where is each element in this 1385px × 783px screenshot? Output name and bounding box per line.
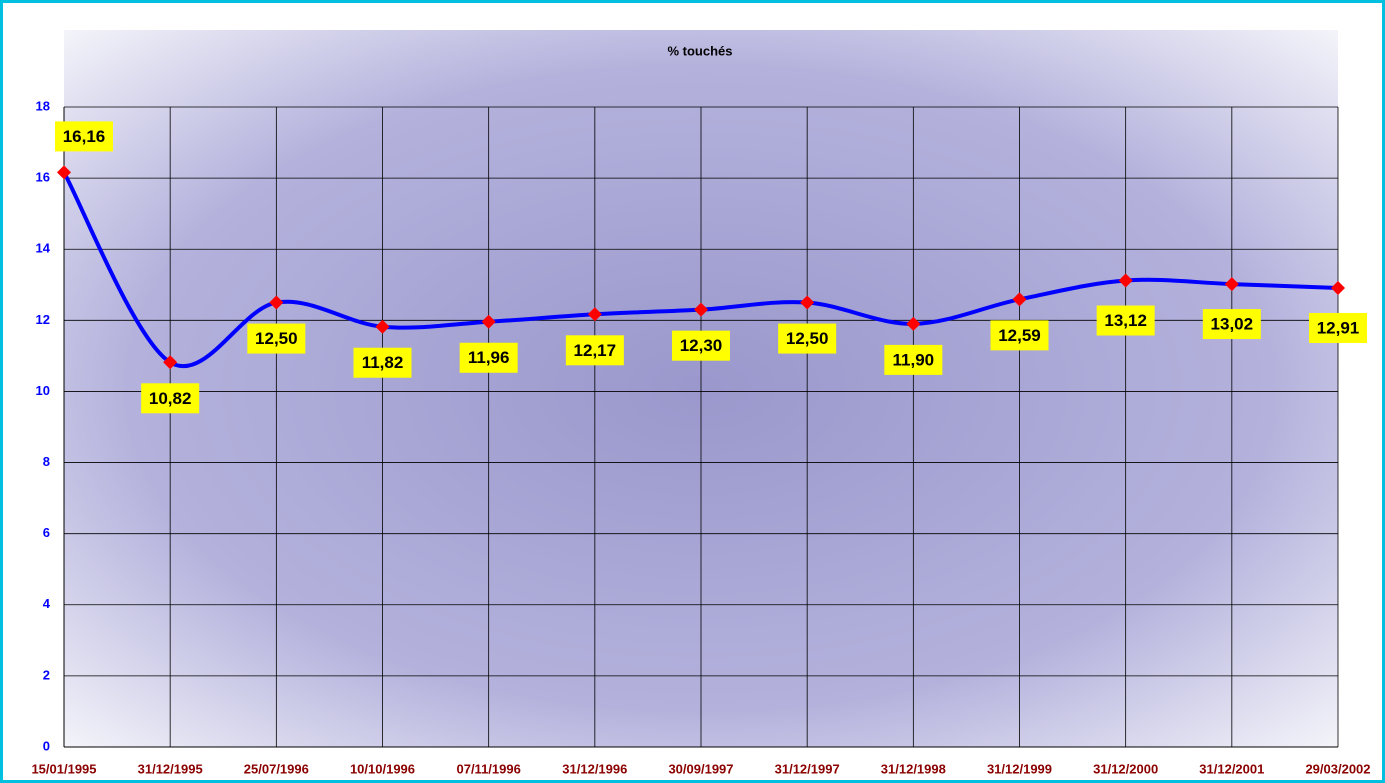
y-tick-label: 16 [36,170,50,185]
label-box [459,342,518,373]
x-tick-label: 25/07/1996 [244,761,309,776]
data-label: 11,90 [893,350,935,369]
label-box [1309,312,1367,343]
y-tick-label: 10 [36,383,50,398]
data-label: 12,30 [680,336,723,355]
x-tick-label: 15/01/1995 [31,761,96,776]
x-tick-label: 31/12/2001 [1199,761,1264,776]
y-tick-label: 12 [36,312,50,327]
x-tick-label: 07/11/1996 [456,761,520,776]
data-marker [1118,273,1133,288]
label-box [778,323,837,354]
x-tick-label: 29/03/2002 [1305,761,1370,776]
y-tick-label: 8 [43,454,50,469]
data-label: 13,02 [1211,315,1254,334]
data-label: 12,17 [574,341,617,360]
label-box [141,383,200,414]
y-tick-label: 2 [43,667,50,682]
data-marker [800,295,815,310]
y-tick-label: 4 [43,596,51,611]
label-box [1096,305,1155,336]
data-marker [1224,277,1239,292]
data-label: 12,59 [998,326,1041,345]
data-label: 11,82 [362,353,404,372]
data-marker [269,295,284,310]
x-tick-label: 10/10/1996 [350,761,415,776]
label-box [672,330,730,361]
data-marker [1331,280,1345,295]
data-label: 12,91 [1317,318,1360,337]
y-tick-label: 6 [43,525,50,540]
label-box [884,344,943,375]
label-box [247,323,306,354]
data-marker [906,316,921,331]
x-tick-label: 31/12/1999 [987,761,1052,776]
data-marker [1012,292,1027,307]
label-box [353,347,412,378]
chart-title: % touchés [667,43,732,58]
data-label: 12,50 [255,329,298,348]
data-marker [57,165,71,180]
label-box [565,335,624,366]
label-box [55,121,113,152]
label-box [990,320,1049,351]
data-label: 10,82 [149,389,192,408]
data-label: 12,50 [786,329,829,348]
data-label: 13,12 [1104,311,1147,330]
data-marker [163,355,178,370]
x-tick-label: 31/12/1997 [775,761,840,776]
data-marker [694,302,708,317]
y-tick-label: 18 [36,98,50,113]
x-tick-label: 31/12/2000 [1093,761,1158,776]
y-tick-label: 0 [43,738,50,753]
data-marker [587,307,602,322]
data-label: 11,96 [468,348,510,367]
x-tick-label: 30/09/1997 [668,761,733,776]
x-tick-label: 31/12/1996 [562,761,627,776]
data-marker [481,314,496,329]
data-marker [375,319,390,334]
data-label: 16,16 [63,127,106,146]
y-tick-label: 14 [36,241,51,256]
label-box [1202,309,1261,340]
x-tick-label: 31/12/1998 [881,761,946,776]
x-tick-label: 31/12/1995 [138,761,203,776]
